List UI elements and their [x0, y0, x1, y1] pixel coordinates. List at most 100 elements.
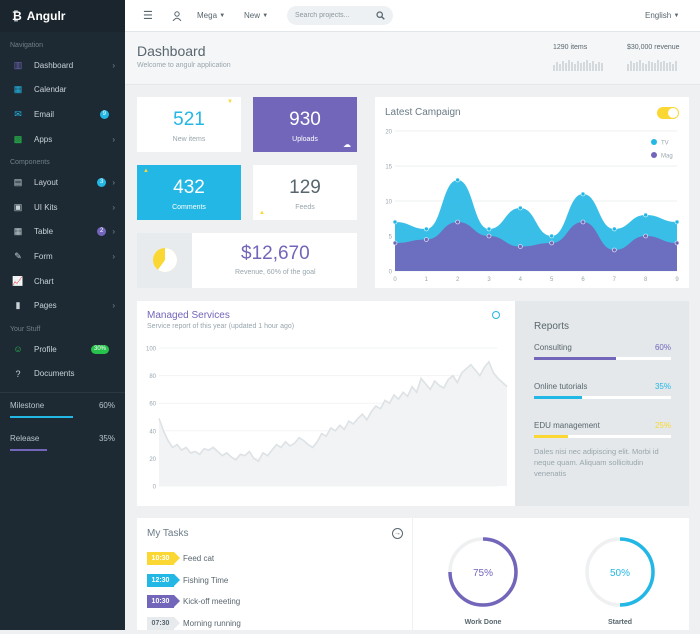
revenue-stat: $30,000 revenue [627, 44, 680, 51]
task-label: Feed cat [183, 554, 214, 563]
tile-uploads[interactable]: 930 Uploads ☁ [253, 97, 357, 152]
spark-bar [666, 63, 668, 71]
data-point [518, 206, 522, 210]
task-label: Fishing Time [183, 576, 228, 585]
page-subtitle: Welcome to angulr application [137, 62, 231, 69]
sidebar-item-ui-kits[interactable]: ▣UI Kits› [0, 195, 125, 220]
spark-bar [675, 61, 677, 71]
report-value: 35% [655, 382, 671, 391]
progress-label: Milestone [10, 401, 44, 410]
x-tick-label: 2 [456, 277, 460, 283]
report-value: 25% [655, 421, 671, 430]
calendar-icon: ▦ [13, 85, 23, 95]
grid-icon: ▩ [13, 134, 23, 144]
services-area [159, 362, 507, 486]
section-label-components: Components [0, 151, 125, 170]
envelope-icon: ✉ [13, 109, 23, 119]
tile-value: 432 [137, 177, 241, 199]
bitcoin-icon: ₿ [12, 9, 22, 23]
file-icon: ▮ [13, 301, 23, 311]
y-tick-label: 10 [385, 200, 392, 206]
progress-bar [10, 449, 47, 451]
revenue-card: $12,670 Revenue, 60% of the goal [137, 233, 357, 288]
sidebar-item-label: Apps [34, 135, 112, 144]
section-label-navigation: Navigation [0, 32, 125, 53]
new-menu[interactable]: New ▼ [244, 11, 268, 20]
ring-label: Work Done [465, 619, 502, 626]
mega-menu[interactable]: Mega ▼ [197, 11, 225, 20]
sidebar-item-chart[interactable]: 📈Chart [0, 269, 125, 294]
report-bar [534, 357, 671, 360]
chevron-right-icon: › [112, 61, 115, 70]
chevron-right-icon: › [112, 227, 115, 236]
sidebar-item-label: Chart [34, 277, 115, 286]
legend-swatch [651, 152, 657, 158]
spark-bar [601, 63, 603, 71]
brand[interactable]: ₿ Angulr [0, 0, 125, 32]
tile-feeds[interactable]: 129 Feeds ▲ [253, 165, 357, 220]
data-point [581, 220, 585, 224]
data-point [550, 234, 554, 238]
arrow-right-circle-icon[interactable]: → [392, 528, 403, 539]
tile-label: New items [137, 136, 241, 143]
sidebar-item-form[interactable]: ✎Form› [0, 244, 125, 269]
revenue-sparkline [627, 56, 677, 71]
spark-bar [586, 60, 588, 71]
x-tick-label: 3 [487, 277, 491, 283]
spark-bar [627, 64, 629, 71]
user-icon[interactable] [172, 11, 182, 21]
sidebar-item-dashboard[interactable]: ▥Dashboard› [0, 53, 125, 78]
spark-bar [648, 61, 650, 71]
report-bar-fill [534, 396, 582, 399]
sidebar-item-label: Form [34, 252, 112, 261]
page-title: Dashboard [137, 43, 206, 59]
sidebar-progress-milestone[interactable]: Milestone 60% [10, 393, 115, 410]
report-label: Online tutorials [534, 382, 587, 391]
search-input[interactable] [295, 12, 375, 19]
tile-new-items[interactable]: ▼ 521 New items [137, 97, 241, 152]
menu-toggle-icon[interactable]: ☰ [143, 9, 153, 22]
legend-label: Mag [661, 154, 673, 160]
report-label: Consulting [534, 343, 572, 352]
x-tick-label: 8 [644, 277, 648, 283]
spark-bar [577, 61, 579, 71]
sidebar-item-apps[interactable]: ▩ Apps› [0, 127, 125, 152]
reports-text: Dales nisi nec adipiscing elit. Morbi id… [534, 446, 674, 479]
progress-value: 60% [99, 401, 115, 410]
chevron-right-icon: › [112, 301, 115, 310]
tile-comments[interactable]: ▲ 432 Comments [137, 165, 241, 220]
sidebar-item-calendar[interactable]: ▦Calendar [0, 78, 125, 103]
spark-bar [633, 63, 635, 71]
y-tick-label: 0 [153, 485, 157, 491]
sidebar-item-documents[interactable]: ?Documents [0, 362, 125, 387]
language-menu[interactable]: English ▼ [645, 11, 679, 20]
reports-title: Reports [534, 321, 569, 332]
chevron-right-icon: › [112, 135, 115, 144]
chevron-right-icon: › [112, 178, 115, 187]
data-point [393, 220, 397, 224]
search-icon[interactable] [376, 11, 385, 20]
data-point [581, 192, 585, 196]
y-tick-label: 0 [389, 270, 393, 276]
data-point [675, 241, 679, 245]
spark-bar [574, 64, 576, 71]
sidebar-item-pages[interactable]: ▮Pages› [0, 293, 125, 318]
sidebar-item-label: Email [34, 110, 100, 119]
